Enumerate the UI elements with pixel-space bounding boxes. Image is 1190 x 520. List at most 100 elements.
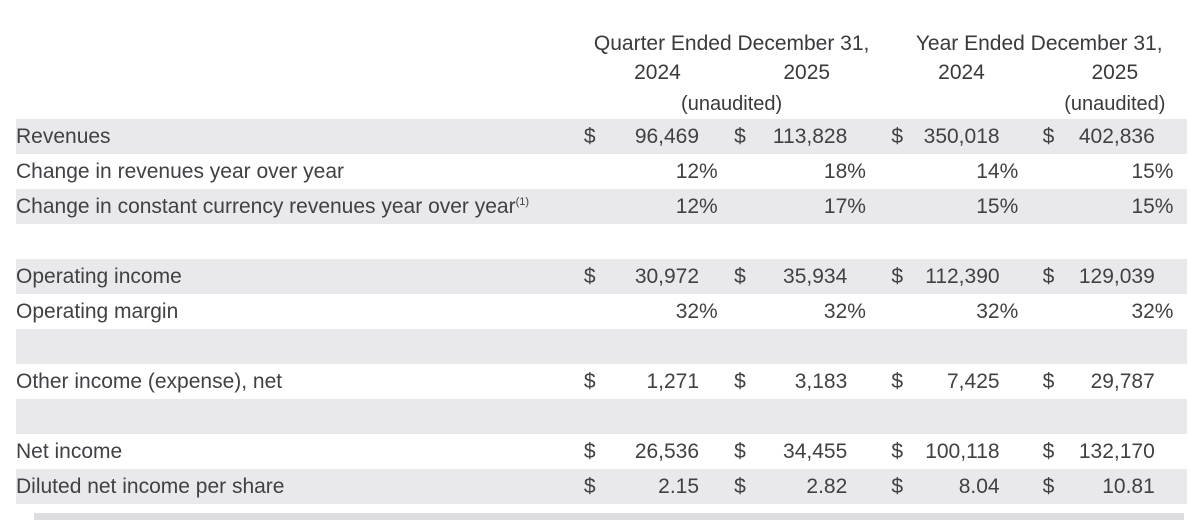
header-gap: [1032, 56, 1043, 89]
currency-symbol-cell: $: [891, 369, 904, 393]
year-ended-header: Year Ended December 31,: [915, 32, 1163, 55]
table-row: Other income (expense), net $1,271 $3,183 $…: [16, 364, 1187, 399]
value-cell: 113,828: [764, 119, 848, 154]
currency-symbol-cell: $: [583, 469, 614, 504]
currency-symbol-cell: [583, 189, 614, 224]
currency-symbol-cell: $: [583, 259, 614, 294]
currency-symbol-cell: [891, 189, 922, 224]
financial-table: Quarter Ended December 31, Year Ended De…: [16, 0, 1187, 504]
value-cell: 3,183: [794, 369, 848, 393]
value-cell: 29,787: [1090, 369, 1155, 393]
currency-symbol-cell: $: [891, 259, 922, 294]
table-row: Operating margin 32% 32% 32% 32%: [16, 294, 1187, 329]
currency-symbol-cell: $: [734, 259, 765, 294]
spacer-row: [16, 224, 1187, 259]
column-gap: [879, 119, 892, 154]
column-gap: [1032, 294, 1043, 329]
value-cell: 132,170: [1078, 439, 1155, 463]
column-gap: [1031, 119, 1043, 154]
currency-symbol-cell: [891, 294, 921, 329]
header-label-spacer: [16, 0, 584, 56]
percent-symbol-cell: %: [847, 159, 866, 183]
currency-symbol-cell: $: [583, 439, 596, 463]
percent-symbol-cell: [847, 434, 879, 469]
value-cell: 15: [921, 189, 1000, 224]
row-label: Net income: [16, 439, 123, 463]
percent-symbol-cell: [1000, 434, 1032, 469]
currency-symbol-cell: [734, 189, 765, 224]
header-row-years: 2024 2025 2024 2025: [16, 56, 1187, 89]
column-gap: [879, 189, 892, 224]
column-gap: [1032, 154, 1043, 189]
currency-symbol-cell: [584, 294, 614, 329]
percent-symbol-cell: [1000, 364, 1032, 399]
column-gap: [1032, 434, 1043, 469]
percent-symbol-cell: [1154, 259, 1187, 294]
percent-symbol-cell: %: [999, 189, 1032, 224]
percent-symbol-cell: [699, 469, 732, 504]
currency-symbol-cell: $: [891, 469, 922, 504]
value-cell: 17: [764, 189, 848, 224]
currency-symbol-cell: $: [1042, 119, 1073, 154]
year-2025-header: 2025: [1091, 60, 1139, 84]
quarter-unaudited-note: (unaudited): [681, 92, 783, 115]
column-gap: [879, 434, 891, 469]
currency-symbol-cell: $: [891, 439, 904, 463]
percent-symbol-cell: %: [1154, 159, 1174, 183]
column-gap: [1032, 364, 1043, 399]
value-cell: 18: [823, 159, 848, 183]
percent-symbol-cell: [1154, 119, 1187, 154]
column-gap: [879, 259, 892, 294]
value-cell: 100,118: [925, 439, 1000, 463]
header-row-unaudited: (unaudited) (unaudited): [16, 89, 1187, 119]
header-empty-cell: [891, 89, 1031, 119]
currency-symbol-cell: $: [734, 469, 765, 504]
column-gap: [879, 154, 891, 189]
year-unaudited-note: (unaudited): [1064, 92, 1166, 115]
percent-symbol-cell: [847, 364, 879, 399]
percent-symbol-cell: %: [699, 189, 732, 224]
row-label: Revenues: [16, 119, 584, 154]
percent-symbol-cell: [699, 364, 731, 399]
value-cell: 129,039: [1072, 259, 1155, 294]
footnote-marker: (1): [515, 195, 530, 208]
column-gap: [879, 364, 891, 399]
value-cell: 15: [1131, 159, 1155, 183]
header-gap: [1032, 89, 1043, 119]
percent-symbol-cell: [1154, 469, 1187, 504]
header-gap: [879, 89, 891, 119]
value-cell: 32: [976, 299, 1000, 323]
value-cell: 7,425: [947, 369, 1000, 393]
quarter-ended-header: Quarter Ended December 31,: [593, 32, 870, 55]
currency-symbol-cell: [734, 154, 764, 189]
value-cell: 32: [823, 299, 848, 323]
percent-symbol-cell: %: [847, 189, 880, 224]
bottom-edge-strip: [34, 513, 1184, 520]
quarter-2024-header: 2024: [634, 60, 681, 84]
column-gap: [731, 119, 735, 154]
column-gap: [1031, 469, 1043, 504]
table-row: Net income $26,536 $34,455 $100,118 $132,170: [16, 434, 1187, 469]
percent-symbol-cell: [847, 259, 880, 294]
currency-symbol-cell: $: [1042, 439, 1055, 463]
spacer-cell: [16, 224, 1187, 259]
column-gap: [1031, 189, 1043, 224]
header-label-spacer: [16, 89, 584, 119]
percent-symbol-cell: %: [699, 159, 718, 183]
value-cell: 30,972: [613, 259, 700, 294]
table-header: Quarter Ended December 31, Year Ended De…: [16, 0, 1187, 119]
percent-symbol-cell: [999, 469, 1032, 504]
row-label: Change in constant currency revenues yea…: [16, 189, 584, 224]
value-cell: 10.81: [1072, 469, 1155, 504]
percent-symbol-cell: [847, 469, 880, 504]
value-cell: 15: [1072, 189, 1155, 224]
value-cell: 112,390: [921, 259, 1000, 294]
value-cell: 35,934: [764, 259, 848, 294]
percent-symbol-cell: [699, 119, 732, 154]
percent-symbol-cell: %: [999, 159, 1019, 183]
currency-symbol-cell: [734, 294, 764, 329]
percent-symbol-cell: [699, 259, 732, 294]
row-label: Operating income: [16, 259, 584, 294]
value-cell: 1,271: [646, 369, 700, 393]
